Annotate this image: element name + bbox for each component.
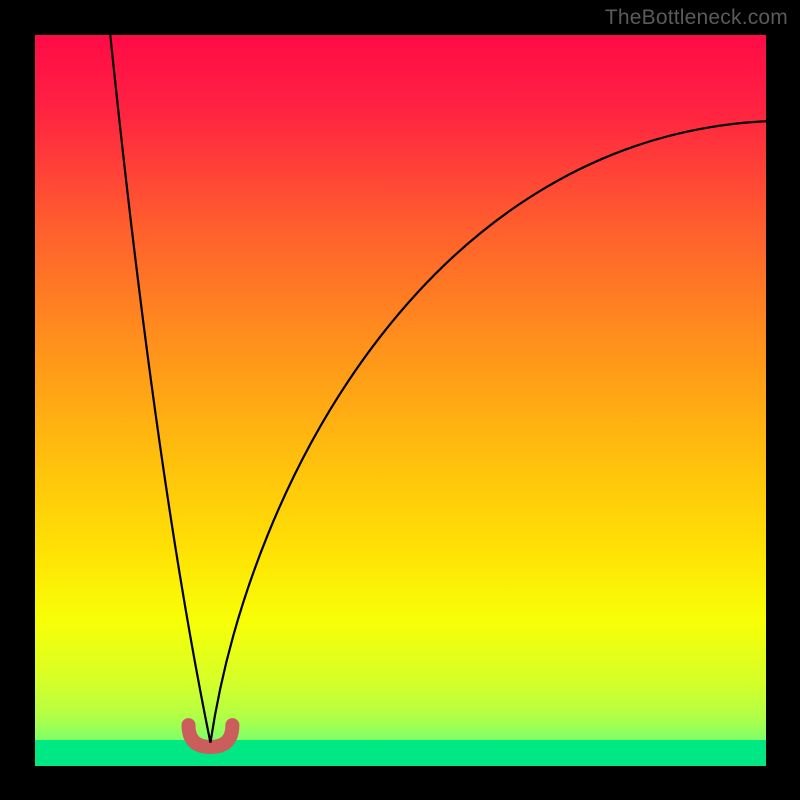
watermark-text: TheBottleneck.com: [605, 6, 788, 30]
v-curve: [110, 35, 766, 743]
curve-layer: [35, 35, 766, 766]
chart-canvas: TheBottleneck.com: [0, 0, 800, 800]
plot-area: [35, 35, 766, 766]
